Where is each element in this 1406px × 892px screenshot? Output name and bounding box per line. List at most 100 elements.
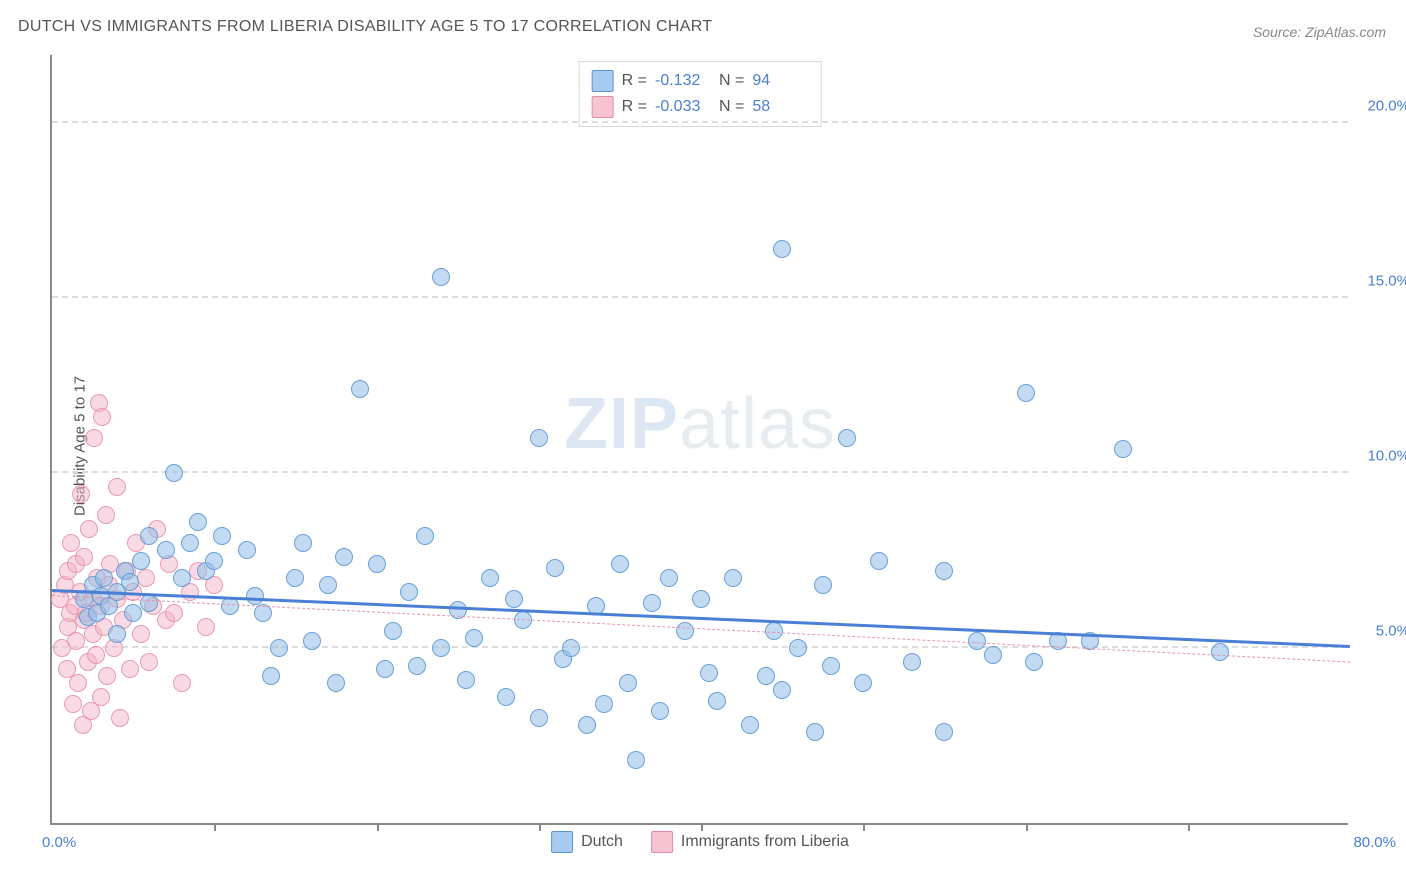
data-point [651,702,669,720]
data-point [789,639,807,657]
data-point [765,622,783,640]
x-origin-label: 0.0% [42,834,76,851]
data-point [806,723,824,741]
data-point [814,576,832,594]
data-point [351,380,369,398]
grid-line [52,646,1348,648]
data-point [432,268,450,286]
data-point [124,604,142,622]
r-label: R = [622,98,647,116]
data-point [708,692,726,710]
watermark-zip: ZIP [564,384,679,464]
y-tick-label: 20.0% [1354,98,1406,115]
data-point [140,527,158,545]
x-tick [1026,823,1028,831]
data-point [700,664,718,682]
data-point [530,709,548,727]
data-point [303,632,321,650]
data-point [497,688,515,706]
data-point [530,429,548,447]
data-point [741,716,759,734]
data-point [643,594,661,612]
data-point [64,695,82,713]
data-point [903,653,921,671]
chart-title: DUTCH VS IMMIGRANTS FROM LIBERIA DISABIL… [18,18,712,36]
data-point [165,464,183,482]
data-point [92,688,110,706]
swatch-dutch-icon [592,70,614,92]
data-point [611,555,629,573]
y-tick-label: 10.0% [1354,448,1406,465]
data-point [286,569,304,587]
y-tick-label: 15.0% [1354,273,1406,290]
data-point [132,552,150,570]
data-point [121,660,139,678]
data-point [773,681,791,699]
data-point [75,548,93,566]
legend-item-liberia: Immigrants from Liberia [651,831,849,853]
data-point [197,618,215,636]
legend-label-dutch: Dutch [581,833,623,851]
data-point [93,408,111,426]
data-point [1114,440,1132,458]
data-point [416,527,434,545]
data-point [1017,384,1035,402]
data-point [270,639,288,657]
n-label: N = [719,72,744,90]
data-point [1211,643,1229,661]
data-point [757,667,775,685]
data-point [132,625,150,643]
x-tick [1188,823,1190,831]
x-tick [377,823,379,831]
data-point [660,569,678,587]
stats-row-liberia: R = -0.033 N = 58 [592,94,809,120]
watermark-atlas: atlas [679,384,836,464]
data-point [69,674,87,692]
n-label: N = [719,98,744,116]
data-point [935,723,953,741]
grid-line [52,296,1348,298]
stats-row-dutch: R = -0.132 N = 94 [592,68,809,94]
data-point [108,625,126,643]
data-point [400,583,418,601]
stats-legend: R = -0.132 N = 94 R = -0.033 N = 58 [579,61,822,127]
data-point [140,653,158,671]
data-point [384,622,402,640]
data-point [85,429,103,447]
source-label: Source: ZipAtlas.com [1253,24,1386,40]
legend-label-liberia: Immigrants from Liberia [681,833,849,851]
watermark: ZIPatlas [564,383,836,465]
swatch-liberia-icon [592,96,614,118]
data-point [368,555,386,573]
data-point [238,541,256,559]
data-point [376,660,394,678]
swatch-liberia-icon [651,831,673,853]
data-point [205,552,223,570]
data-point [838,429,856,447]
data-point [157,541,175,559]
series-legend: Dutch Immigrants from Liberia [551,831,849,853]
data-point [173,674,191,692]
data-point [108,478,126,496]
data-point [262,667,280,685]
data-point [984,646,1002,664]
data-point [773,240,791,258]
dutch-r-value: -0.132 [655,72,711,90]
x-tick [701,823,703,831]
data-point [692,590,710,608]
data-point [181,534,199,552]
data-point [173,569,191,587]
data-point [627,751,645,769]
y-tick-label: 5.0% [1354,623,1406,640]
data-point [595,695,613,713]
data-point [213,527,231,545]
data-point [465,629,483,647]
data-point [457,671,475,689]
data-point [432,639,450,657]
data-point [72,485,90,503]
data-point [619,674,637,692]
r-label: R = [622,72,647,90]
data-point [822,657,840,675]
data-point [98,667,116,685]
grid-line [52,471,1348,473]
